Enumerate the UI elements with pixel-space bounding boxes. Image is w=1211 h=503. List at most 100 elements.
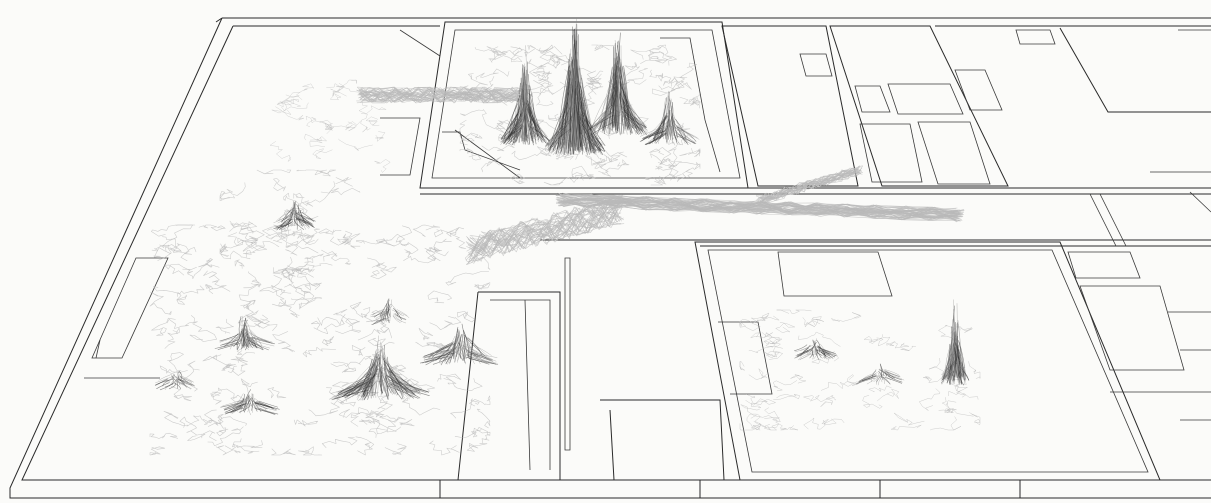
center-peak: [570, 43, 575, 155]
meeting-trace: [773, 393, 800, 400]
lobby-trace: [317, 314, 346, 326]
lobby-peak: [377, 341, 381, 397]
center-peak: [610, 79, 617, 126]
lobby-trace: [240, 299, 256, 310]
lobby-trace: [280, 267, 311, 278]
center-room-inner: [431, 29, 741, 179]
corridor-trace: [562, 196, 960, 220]
center-peak: [623, 65, 629, 128]
lobby-peak: [247, 395, 250, 406]
lobby-peak: [219, 336, 242, 343]
lobby-trace: [374, 159, 391, 173]
lobby-peak: [374, 310, 384, 318]
lobby-trace: [330, 236, 361, 249]
lobby-peak: [420, 356, 449, 364]
lobby-trace: [202, 354, 234, 367]
center-peak: [560, 70, 570, 153]
lobby-peak: [393, 313, 406, 321]
corridor-trace: [760, 171, 861, 204]
lobby-trace: [278, 256, 301, 271]
center-peak: [673, 120, 677, 141]
meeting-trace: [938, 408, 954, 413]
lobby-trace: [202, 418, 229, 437]
right-upper-rooms: [721, 25, 859, 187]
lobby-peak: [371, 315, 386, 323]
meeting-peak: [799, 352, 812, 360]
lobby-peak: [373, 317, 387, 325]
meeting-peak: [959, 356, 965, 381]
center-peak: [516, 82, 521, 138]
lobby-trace: [282, 109, 305, 121]
lobby-peak: [382, 315, 391, 325]
lobby-trace: [219, 182, 246, 199]
meeting-trace: [868, 385, 892, 393]
corridor-bottom: [540, 239, 1211, 247]
lobby-trace: [305, 181, 336, 207]
center-peak: [567, 91, 575, 155]
lobby-trace: [221, 364, 236, 373]
center-trace: [650, 169, 690, 186]
center-peak: [674, 126, 695, 144]
lobby-trace: [215, 445, 241, 456]
lobby-peak: [369, 356, 380, 394]
center-trace: [645, 175, 667, 185]
lobby-peak: [381, 349, 393, 395]
lobby-trace: [176, 292, 187, 305]
center-peak: [613, 78, 616, 126]
lobby-peak: [302, 212, 314, 222]
center-peak: [584, 119, 606, 152]
lobby-peak: [380, 364, 383, 391]
lobby-trace: [240, 378, 258, 393]
lobby-peak: [256, 401, 273, 408]
lobby-peak: [468, 346, 487, 358]
lobby-trace: [424, 247, 443, 261]
lobby-trace: [471, 427, 491, 438]
center-peak: [615, 65, 619, 130]
lobby-trace: [319, 119, 333, 134]
meeting-trace: [764, 423, 779, 431]
lobby-trace: [368, 426, 401, 438]
lobby-peak: [283, 206, 293, 223]
center-peak: [624, 95, 644, 132]
lobby-peak: [224, 405, 242, 413]
lobby-peak: [392, 380, 423, 395]
lobby-peak: [389, 372, 413, 395]
lobby-trace: [256, 169, 292, 175]
lobby-trace: [293, 192, 308, 206]
center-trace: [679, 97, 701, 104]
lobby-peak: [468, 344, 486, 364]
lobby-peak: [391, 369, 417, 391]
lobby-peak: [237, 331, 244, 350]
lobby-peak: [243, 317, 246, 347]
lower-right-room: [694, 241, 1161, 481]
lobby-trace: [273, 178, 286, 192]
center-peak: [667, 105, 669, 136]
center-trace: [586, 73, 604, 95]
meeting-peak: [878, 370, 884, 381]
center-peak: [640, 129, 663, 142]
meeting-trace: [761, 332, 780, 345]
center-trace: [591, 44, 616, 51]
meeting-trace: [969, 412, 981, 426]
meeting-peak: [815, 349, 822, 356]
center-peak: [556, 81, 570, 155]
corridor-trace: [359, 86, 519, 103]
center-trace: [539, 51, 565, 68]
lobby-trace: [302, 347, 336, 358]
corridor-trace: [467, 208, 624, 257]
center-trace: [649, 147, 672, 166]
center-trace: [543, 177, 577, 186]
meeting-peak: [949, 347, 954, 385]
center-trace: [527, 55, 556, 68]
center-trace: [489, 50, 523, 63]
lobby-peak: [468, 358, 499, 365]
lobby-trace: [469, 395, 491, 407]
lobby-peak: [458, 329, 466, 364]
lobby-trace: [318, 228, 342, 235]
lobby-peak: [241, 315, 243, 341]
lobby-trace: [356, 239, 395, 247]
lobby-peak: [166, 376, 176, 383]
lobby-trace: [187, 430, 217, 441]
lobby-trace: [303, 263, 333, 269]
lobby-trace: [311, 320, 345, 334]
